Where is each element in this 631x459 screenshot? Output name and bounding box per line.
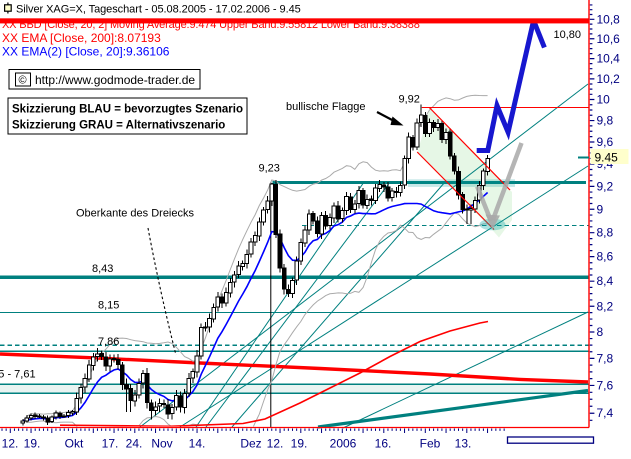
svg-text:9,92: 9,92 bbox=[399, 94, 420, 106]
svg-text:XX EMA [Close, 200]:8.07193: XX EMA [Close, 200]:8.07193 bbox=[2, 31, 161, 45]
svg-text:Skizzierung GRAU = Alternativs: Skizzierung GRAU = Alternativszenario bbox=[12, 120, 225, 132]
svg-text:Dez: Dez bbox=[240, 437, 261, 451]
svg-text:10,8: 10,8 bbox=[597, 12, 621, 26]
svg-text:Silver XAG=X, Tageschart - 05.: Silver XAG=X, Tageschart - 05.08.2005 - … bbox=[16, 4, 301, 16]
svg-text:9,6: 9,6 bbox=[597, 135, 614, 149]
svg-text:7,6: 7,6 bbox=[597, 379, 614, 393]
svg-text:8,4: 8,4 bbox=[597, 274, 614, 288]
svg-text:12.: 12. bbox=[2, 437, 19, 451]
svg-text:©: © bbox=[19, 75, 27, 87]
svg-text:13.: 13. bbox=[455, 437, 472, 451]
svg-text:http://www.godmode-trader.de: http://www.godmode-trader.de bbox=[35, 73, 195, 87]
svg-text:10,6: 10,6 bbox=[597, 32, 621, 46]
svg-text:17.: 17. bbox=[102, 437, 119, 451]
svg-text:Skizzierung BLAU = bevorzugtes: Skizzierung BLAU = bevorzugtes Szenario bbox=[12, 104, 243, 116]
svg-text:10: 10 bbox=[597, 93, 611, 107]
svg-text:9.45: 9.45 bbox=[595, 151, 619, 165]
svg-text:8: 8 bbox=[597, 325, 604, 339]
svg-text:2006: 2006 bbox=[330, 437, 357, 451]
svg-text:Nov: Nov bbox=[151, 437, 172, 451]
svg-text:XX EMA(2) [Close, 20]:9.36106: XX EMA(2) [Close, 20]:9.36106 bbox=[2, 45, 170, 59]
svg-text:10,80: 10,80 bbox=[554, 29, 582, 41]
svg-text:bullische Flagge: bullische Flagge bbox=[286, 101, 366, 113]
svg-text:8,43: 8,43 bbox=[92, 263, 113, 275]
svg-text:8,6: 8,6 bbox=[597, 250, 614, 264]
svg-text:7,86: 7,86 bbox=[98, 336, 119, 348]
svg-text:7,8: 7,8 bbox=[597, 351, 614, 365]
svg-text:Okt: Okt bbox=[65, 437, 84, 451]
svg-text:8,2: 8,2 bbox=[597, 299, 614, 313]
svg-text:Feb: Feb bbox=[420, 437, 441, 451]
svg-text:19.: 19. bbox=[291, 437, 308, 451]
svg-text:14.: 14. bbox=[189, 437, 206, 451]
svg-text:9,8: 9,8 bbox=[597, 114, 614, 128]
svg-text:8,15: 8,15 bbox=[98, 300, 119, 312]
svg-text:12.: 12. bbox=[267, 437, 284, 451]
svg-text:9,23: 9,23 bbox=[259, 163, 280, 175]
svg-text:10,4: 10,4 bbox=[597, 52, 621, 66]
svg-text:9,2: 9,2 bbox=[597, 179, 614, 193]
svg-text:Oberkante des Dreiecks: Oberkante des Dreiecks bbox=[76, 208, 194, 220]
svg-text:9: 9 bbox=[597, 202, 604, 216]
svg-text:19.: 19. bbox=[24, 437, 41, 451]
svg-text:24.: 24. bbox=[126, 437, 143, 451]
svg-text:10,2: 10,2 bbox=[597, 72, 621, 86]
svg-text:16.: 16. bbox=[375, 437, 392, 451]
svg-text:7,45 - 7,61: 7,45 - 7,61 bbox=[0, 369, 36, 381]
svg-text:8,8: 8,8 bbox=[597, 226, 614, 240]
svg-text:7,4: 7,4 bbox=[597, 406, 614, 420]
